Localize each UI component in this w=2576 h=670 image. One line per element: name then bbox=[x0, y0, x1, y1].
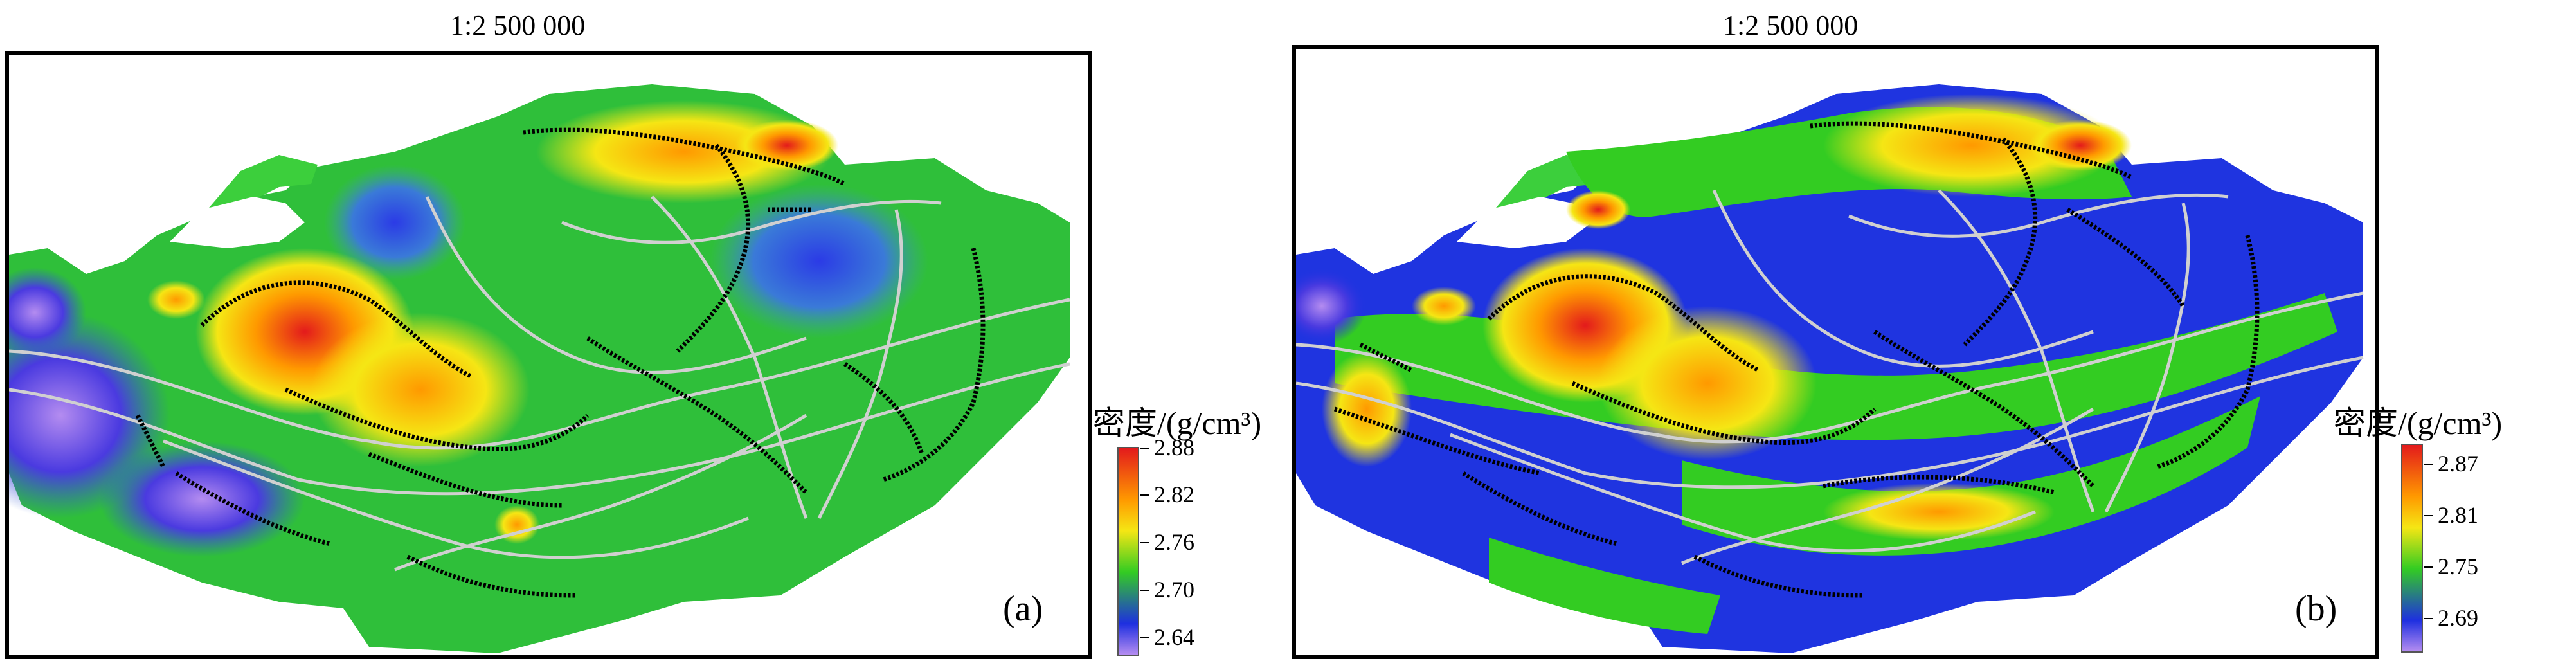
colorbar-tick-b-2: 2.75 bbox=[2424, 554, 2478, 579]
density-map-b bbox=[1292, 45, 2379, 659]
colorbar-tick-a-2: 2.76 bbox=[1140, 529, 1194, 555]
colorbar-tick-a-1: 2.82 bbox=[1140, 482, 1194, 507]
land-a bbox=[9, 84, 1070, 653]
scale-label-a: 1:2 500 000 bbox=[450, 10, 586, 41]
contour-lines-a bbox=[135, 127, 986, 598]
colorbar-tick-b-1: 2.81 bbox=[2424, 502, 2478, 528]
map-a-svg bbox=[9, 84, 1070, 653]
panel-label-a: (a) bbox=[1003, 589, 1043, 629]
colorbar-tick-b-0: 2.87 bbox=[2424, 451, 2478, 476]
colorbar-a bbox=[1117, 447, 1139, 656]
bay-a bbox=[170, 197, 305, 248]
colorbar-tick-b-3: 2.69 bbox=[2424, 605, 2478, 631]
boundary-lines-b bbox=[1296, 189, 2364, 565]
colorbar-tick-a-4: 2.64 bbox=[1140, 624, 1194, 650]
colorbar-b bbox=[2401, 444, 2423, 653]
land-arm-a bbox=[202, 155, 318, 216]
colorbar-tick-a-3: 2.70 bbox=[1140, 577, 1194, 602]
colorbar-title-b: 密度/(g/cm³) bbox=[2334, 405, 2503, 441]
colorbar-tick-a-0: 2.88 bbox=[1140, 435, 1194, 460]
panel-label-b: (b) bbox=[2295, 589, 2337, 629]
colorbar-title-a: 密度/(g/cm³) bbox=[1093, 405, 1262, 441]
bay-b bbox=[1457, 197, 1592, 248]
contour-lines-b bbox=[1333, 121, 2260, 598]
map-b-svg bbox=[1296, 84, 2364, 653]
density-map-a bbox=[5, 51, 1092, 659]
scale-label-b: 1:2 500 000 bbox=[1723, 10, 1859, 41]
boundary-lines-a bbox=[9, 195, 1070, 572]
